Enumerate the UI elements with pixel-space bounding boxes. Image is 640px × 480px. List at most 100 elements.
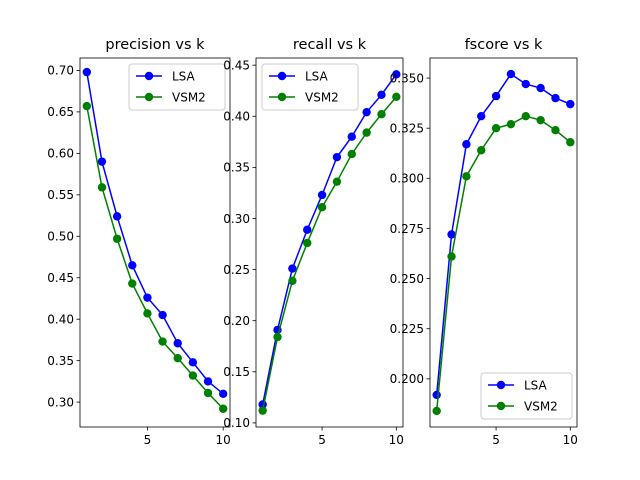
x-tick-label: 5 <box>144 433 152 447</box>
legend-label: VSM2 <box>172 90 206 104</box>
legend-label: LSA <box>305 69 329 83</box>
data-point-vsm2 <box>303 238 312 248</box>
y-tick-label: 0.10 <box>223 416 250 430</box>
axes-frame <box>429 57 578 428</box>
y-tick-label: 0.20 <box>223 314 250 328</box>
series-line-vsm2 <box>86 105 224 410</box>
legend-marker <box>144 92 154 102</box>
data-point-lsa <box>317 190 327 200</box>
data-point-vsm2 <box>362 128 371 137</box>
data-point-vsm2 <box>477 146 486 155</box>
subplot-title: fscore vs k <box>465 37 543 53</box>
legend: LSA VSM2 <box>480 372 573 420</box>
data-point-vsm2 <box>447 252 456 261</box>
data-point-vsm2 <box>317 203 327 212</box>
y-tick-label: 0.25 <box>223 263 250 277</box>
data-point-vsm2 <box>521 111 530 121</box>
subplot-1: 5 10 0.30 0.35 0.40 0.45 0.50 0.55 0.60 0.65 0.70 p… <box>47 37 231 447</box>
data-point-vsm2 <box>536 115 545 125</box>
data-point-vsm2 <box>173 353 182 363</box>
y-tick-label: 0.275 <box>390 222 424 236</box>
data-point-vsm2 <box>143 309 152 318</box>
data-point-vsm2 <box>392 92 401 102</box>
data-point-vsm2 <box>332 177 342 186</box>
data-point-lsa <box>392 70 401 79</box>
subplot-title: recall vs k <box>293 37 367 53</box>
y-tick-label: 0.60 <box>47 147 74 161</box>
data-point-lsa <box>506 69 516 79</box>
data-point-vsm2 <box>203 388 213 398</box>
data-point-lsa <box>128 261 137 270</box>
legend-marker <box>496 380 506 390</box>
y-tick-label: 0.45 <box>223 58 250 72</box>
series-line-lsa <box>435 72 571 395</box>
data-point-vsm2 <box>82 101 92 111</box>
legend: LSA VSM2 <box>261 63 359 111</box>
legend-label: VSM2 <box>524 399 558 413</box>
data-point-lsa <box>82 67 92 77</box>
data-point-lsa <box>521 79 530 89</box>
data-point-lsa <box>347 132 356 141</box>
data-point-lsa <box>112 212 122 221</box>
data-point-lsa <box>332 152 342 162</box>
legend-marker <box>277 92 287 102</box>
y-tick-label: 0.350 <box>390 71 424 85</box>
data-point-lsa <box>551 93 560 103</box>
data-point-vsm2 <box>377 110 386 119</box>
data-point-lsa <box>377 90 386 99</box>
subplot-3: 5 10 0.200 0.225 0.250 0.275 0.300 0.325 0.350 fs… <box>390 37 578 447</box>
data-point-vsm2 <box>218 404 228 413</box>
data-point-vsm2 <box>462 172 471 181</box>
data-point-lsa <box>188 358 198 367</box>
y-tick-label: 0.55 <box>47 188 74 202</box>
legend-label: VSM2 <box>305 90 339 104</box>
legend-label: LSA <box>524 378 548 392</box>
data-point-lsa <box>173 339 182 348</box>
y-tick-label: 0.30 <box>47 395 74 409</box>
y-tick-label: 0.50 <box>47 230 74 244</box>
data-point-vsm2 <box>258 406 267 415</box>
data-point-lsa <box>477 111 486 121</box>
data-point-vsm2 <box>188 371 198 380</box>
y-tick-label: 0.300 <box>390 172 424 186</box>
legend-label: LSA <box>172 69 196 83</box>
data-point-vsm2 <box>288 276 297 286</box>
legend-marker <box>496 401 506 411</box>
y-tick-label: 0.200 <box>390 372 424 386</box>
data-point-lsa <box>288 264 297 273</box>
x-tick-label: 5 <box>318 433 326 447</box>
y-tick-label: 0.70 <box>47 64 74 78</box>
data-point-vsm2 <box>158 337 167 346</box>
data-point-lsa <box>97 157 107 166</box>
data-point-lsa <box>362 107 371 117</box>
y-tick-label: 0.225 <box>390 322 424 336</box>
data-point-lsa <box>566 99 575 109</box>
legend: LSA VSM2 <box>128 63 226 111</box>
y-tick-label: 0.30 <box>223 212 250 226</box>
legend-marker <box>277 71 287 81</box>
y-tick-label: 0.65 <box>47 105 74 119</box>
data-point-lsa <box>536 83 545 93</box>
data-point-vsm2 <box>551 125 560 135</box>
y-tick-label: 0.325 <box>390 121 424 135</box>
data-point-lsa <box>203 377 213 386</box>
x-tick-label: 5 <box>492 433 500 447</box>
x-tick-label: 10 <box>563 433 578 447</box>
data-point-lsa <box>462 140 471 149</box>
series-line-vsm2 <box>435 115 571 412</box>
data-point-lsa <box>143 293 152 302</box>
data-point-lsa <box>447 230 456 239</box>
data-point-vsm2 <box>128 279 137 288</box>
data-point-lsa <box>491 91 501 101</box>
series-line-lsa <box>261 73 397 405</box>
series-line-vsm2 <box>261 96 397 411</box>
y-tick-label: 0.35 <box>47 354 74 368</box>
data-point-vsm2 <box>432 406 441 416</box>
data-point-vsm2 <box>347 149 356 159</box>
y-tick-label: 0.40 <box>47 313 74 327</box>
y-tick-label: 0.40 <box>223 110 250 124</box>
data-point-vsm2 <box>506 119 516 129</box>
subplot-title: precision vs k <box>105 37 205 53</box>
series-line-lsa <box>86 71 224 395</box>
x-tick-label: 10 <box>389 433 404 447</box>
